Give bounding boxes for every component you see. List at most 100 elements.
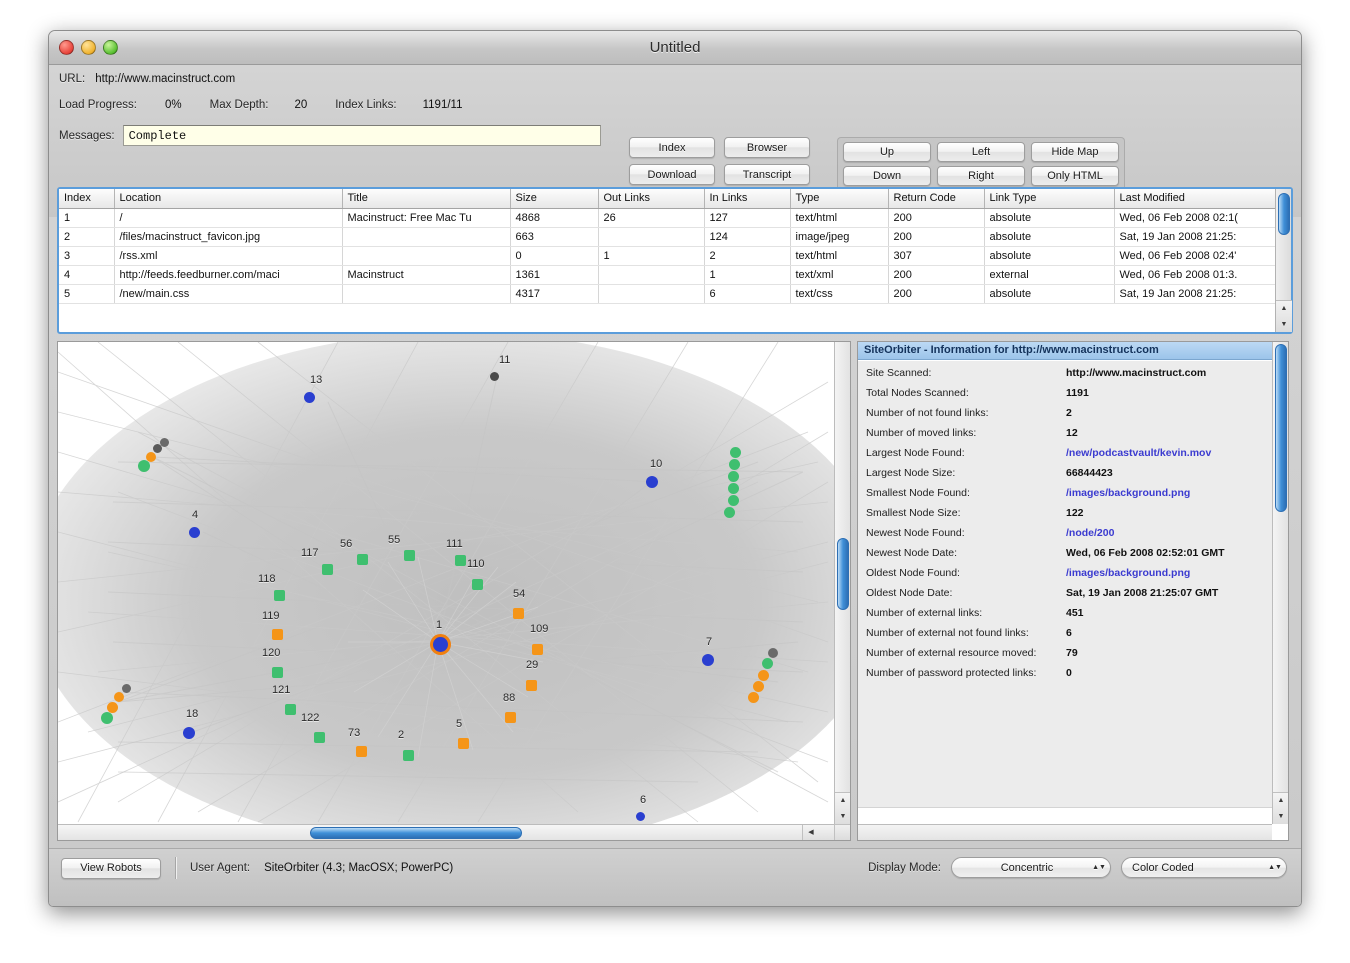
url-value[interactable]: http://www.macinstruct.com — [95, 73, 236, 85]
only-html-button[interactable]: Only HTML — [1031, 166, 1119, 186]
col-last-modified[interactable]: Last Modified — [1114, 189, 1275, 209]
browser-button[interactable]: Browser — [724, 137, 810, 158]
graph-vscroll-arrows[interactable]: ▲ ▼ — [835, 792, 850, 824]
table-row[interactable]: 4 http://feeds.feedburner.com/maci Macin… — [59, 265, 1275, 285]
info-vscroll-thumb[interactable] — [1275, 344, 1287, 512]
table-row[interactable]: 3 /rss.xml 0 1 2 text/html 307 absolute … — [59, 246, 1275, 266]
col-return-code[interactable]: Return Code — [888, 189, 985, 209]
graph-node[interactable] — [189, 527, 200, 538]
graph-node[interactable] — [274, 590, 285, 601]
info-horizontal-scrollbar[interactable] — [858, 824, 1272, 840]
info-value-link[interactable]: /images/background.png — [1066, 567, 1191, 579]
right-button[interactable]: Right — [937, 166, 1025, 186]
graph-cluster-node[interactable] — [762, 658, 773, 669]
graph-vscroll-thumb[interactable] — [837, 538, 849, 610]
graph-hscroll-thumb[interactable] — [310, 827, 522, 839]
info-value-link[interactable]: /node/200 — [1066, 527, 1115, 539]
left-button[interactable]: Left — [937, 142, 1025, 162]
col-location[interactable]: Location — [114, 189, 343, 209]
graph-node[interactable] — [702, 654, 714, 666]
graph-cluster-node[interactable] — [768, 648, 778, 658]
window-titlebar[interactable]: Untitled — [49, 31, 1301, 65]
graph-node[interactable] — [322, 564, 333, 575]
col-out-links[interactable]: Out Links — [598, 189, 705, 209]
graph-node[interactable] — [356, 746, 367, 757]
graph-node[interactable] — [403, 750, 414, 761]
down-button[interactable]: Down — [843, 166, 931, 186]
graph-node[interactable] — [472, 579, 483, 590]
graph-cluster-node[interactable] — [138, 460, 150, 472]
color-mode-dropdown[interactable]: Color Coded ▲ ▼ — [1121, 857, 1287, 878]
graph-node[interactable] — [357, 554, 368, 565]
graph-hscroll-arrows[interactable]: ◀▶ — [802, 825, 834, 840]
graph-node[interactable] — [513, 608, 524, 619]
graph-node[interactable] — [455, 555, 466, 566]
graph-cluster-node[interactable] — [146, 452, 156, 462]
info-vscroll-arrows[interactable]: ▲ ▼ — [1273, 792, 1288, 824]
graph-node[interactable] — [636, 812, 645, 821]
download-button[interactable]: Download — [629, 164, 715, 185]
graph-node[interactable] — [526, 680, 537, 691]
graph-cluster-node[interactable] — [730, 447, 741, 458]
graph-cluster-node[interactable] — [729, 459, 740, 470]
info-vertical-scrollbar[interactable]: ▲ ▼ — [1272, 342, 1288, 824]
graph-cluster-node[interactable] — [153, 444, 162, 453]
graph-node[interactable] — [646, 476, 658, 488]
col-link-type[interactable]: Link Type — [984, 189, 1115, 209]
graph-node[interactable] — [404, 550, 415, 561]
graph-node[interactable] — [458, 738, 469, 749]
graph-node-center[interactable] — [433, 637, 448, 652]
graph-cluster-node[interactable] — [758, 670, 769, 681]
graph-cluster-node[interactable] — [728, 483, 739, 494]
info-key: Number of external links: — [866, 607, 983, 619]
view-robots-button[interactable]: View Robots — [61, 857, 161, 879]
graph-cluster-node[interactable] — [748, 692, 759, 703]
graph-cluster-node[interactable] — [107, 702, 118, 713]
table-row[interactable]: 5 /new/main.css 4317 6 text/css 200 abso… — [59, 284, 1275, 304]
col-type[interactable]: Type — [790, 189, 889, 209]
max-depth-value[interactable]: 20 — [294, 99, 308, 111]
table-scrollbar-thumb[interactable] — [1278, 193, 1290, 235]
graph-node[interactable] — [272, 667, 283, 678]
site-map-graph-pane[interactable]: 1 56 55 117 111 110 118 54 — [57, 341, 851, 841]
graph-node[interactable] — [505, 712, 516, 723]
graph-cluster-node[interactable] — [114, 692, 124, 702]
graph-cluster-node[interactable] — [101, 712, 113, 724]
table-vertical-scrollbar[interactable]: ▲ ▼ — [1275, 189, 1292, 332]
graph-vertical-scrollbar[interactable]: ▲ ▼ — [834, 342, 850, 824]
graph-cluster-node[interactable] — [728, 471, 739, 482]
site-map-canvas[interactable]: 1 56 55 117 111 110 118 54 — [58, 342, 836, 826]
table-row[interactable]: 1 / Macinstruct: Free Mac Tu 4868 26 127… — [59, 208, 1275, 228]
graph-node[interactable] — [532, 644, 543, 655]
graph-cluster-node[interactable] — [724, 507, 735, 518]
col-in-links[interactable]: In Links — [704, 189, 791, 209]
graph-node[interactable] — [285, 704, 296, 715]
graph-node[interactable] — [272, 629, 283, 640]
graph-node[interactable] — [183, 727, 195, 739]
close-button-icon[interactable] — [59, 40, 74, 55]
graph-horizontal-scrollbar[interactable]: ◀▶ — [58, 824, 834, 840]
display-mode-dropdown[interactable]: Concentric ▲ ▼ — [951, 857, 1111, 878]
graph-node-label: 117 — [301, 547, 319, 559]
table-row[interactable]: 2 /files/macinstruct_favicon.jpg 663 124… — [59, 227, 1275, 247]
graph-node[interactable] — [490, 372, 499, 381]
info-value-link[interactable]: /new/podcastvault/kevin.mov — [1066, 447, 1212, 459]
zoom-button-icon[interactable] — [103, 40, 118, 55]
graph-cluster-node[interactable] — [753, 681, 764, 692]
info-value-link[interactable]: /images/background.png — [1066, 487, 1191, 499]
graph-cluster-node[interactable] — [728, 495, 739, 506]
graph-cluster-node[interactable] — [122, 684, 131, 693]
graph-cluster-node[interactable] — [160, 438, 169, 447]
transcript-button[interactable]: Transcript — [724, 164, 810, 185]
hide-map-button[interactable]: Hide Map — [1031, 142, 1119, 162]
minimize-button-icon[interactable] — [81, 40, 96, 55]
graph-node[interactable] — [304, 392, 315, 403]
graph-node[interactable] — [314, 732, 325, 743]
index-button[interactable]: Index — [629, 137, 715, 158]
col-index[interactable]: Index — [59, 189, 115, 209]
table-scrollbar-arrows[interactable]: ▲ ▼ — [1276, 300, 1292, 332]
col-size[interactable]: Size — [510, 189, 599, 209]
col-title[interactable]: Title — [342, 189, 511, 209]
cell-location: /rss.xml — [114, 246, 343, 266]
up-button[interactable]: Up — [843, 142, 931, 162]
